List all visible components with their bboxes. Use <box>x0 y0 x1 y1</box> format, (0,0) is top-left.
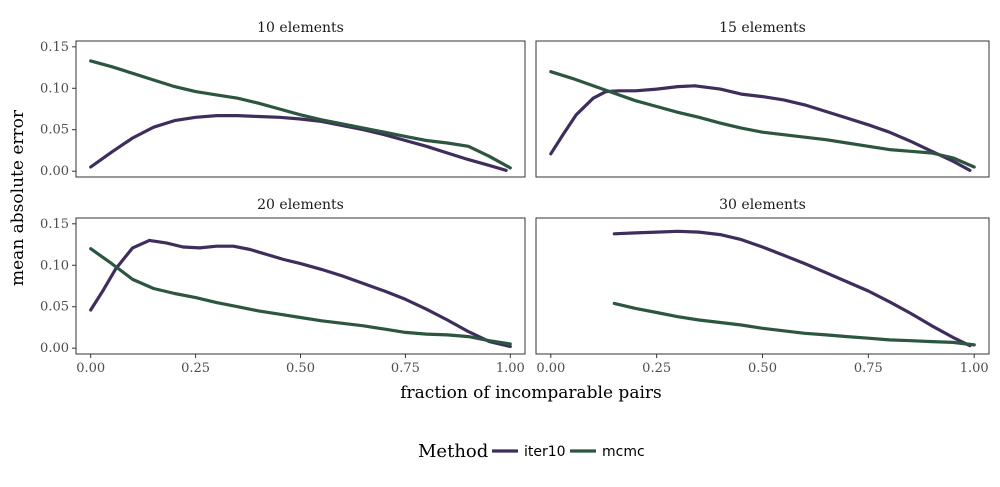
y-tick-label: 0.10 <box>40 81 69 96</box>
x-tick-label: 0.75 <box>854 361 883 376</box>
panel-border-3 <box>535 217 990 355</box>
y-tick-label: 0.05 <box>40 123 69 138</box>
y-tick-label: 0.00 <box>40 341 69 356</box>
series-line-mcmc <box>549 70 976 169</box>
x-tick-label: 1.00 <box>496 361 525 376</box>
x-tick-label: 1.00 <box>960 361 989 376</box>
y-tick-label: 0.00 <box>40 164 69 179</box>
legend-label-mcmc: mcmc <box>602 444 645 460</box>
y-tick-label: 0.10 <box>40 258 69 273</box>
series-line-iter10 <box>89 113 508 172</box>
x-tick-label: 0.75 <box>391 361 420 376</box>
x-tick-label: 0.25 <box>181 361 210 376</box>
x-tick-label: 0.25 <box>642 361 671 376</box>
y-tick-label: 0.05 <box>40 300 69 315</box>
panel-title-0: 10 elements <box>257 20 344 36</box>
panel-title-1: 15 elements <box>719 20 806 36</box>
legend-label-iter10: iter10 <box>524 444 566 460</box>
series-line-mcmc <box>89 247 512 346</box>
y-axis-title: mean absolute error <box>8 109 28 286</box>
x-tick-label: 0.50 <box>286 361 315 376</box>
y-tick-label: 0.15 <box>40 217 69 232</box>
y-tick-label: 0.15 <box>40 40 69 55</box>
series-line-iter10 <box>89 238 512 349</box>
panel-border-1 <box>535 40 990 178</box>
legend-title: Method <box>418 441 488 462</box>
panel-title-2: 20 elements <box>257 197 344 213</box>
panel-border-2 <box>75 217 526 355</box>
series-line-iter10 <box>549 84 972 172</box>
panel-title-3: 30 elements <box>719 197 806 213</box>
x-axis-title: fraction of incomparable pairs <box>400 383 662 403</box>
x-tick-label: 0.50 <box>748 361 777 376</box>
x-tick-label: 0.00 <box>536 361 565 376</box>
panel-border-0 <box>75 40 526 178</box>
series-line-mcmc <box>612 301 976 347</box>
series-line-mcmc <box>89 59 512 170</box>
series-line-iter10 <box>612 229 972 348</box>
x-tick-label: 0.00 <box>76 361 105 376</box>
